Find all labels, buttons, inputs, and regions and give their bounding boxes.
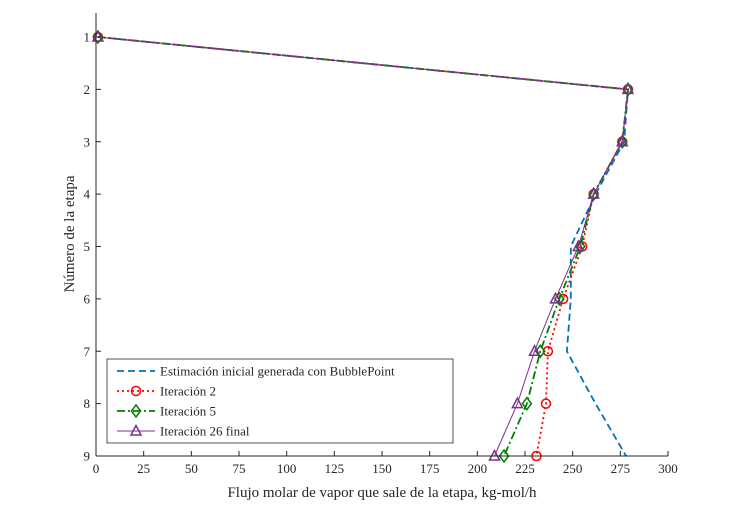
data-point bbox=[488, 448, 501, 461]
data-point bbox=[92, 29, 104, 45]
legend-label-3: Iteración 5 bbox=[160, 404, 216, 419]
y-tick-label: 1 bbox=[84, 30, 91, 45]
x-tick-label: 300 bbox=[658, 461, 678, 476]
series-line-4 bbox=[97, 36, 629, 457]
y-axis-label: Número de la etapa bbox=[62, 175, 78, 292]
data-point bbox=[621, 82, 635, 95]
data-point bbox=[615, 134, 629, 147]
axes-layer: 0 25 50 75 100 125 150 175 200 225 250 275 300 1 2 3 4 5 6… bbox=[84, 13, 678, 476]
x-tick-label: 125 bbox=[325, 461, 345, 476]
legend-box bbox=[106, 358, 454, 444]
data-point bbox=[549, 291, 562, 304]
legend-marker-2 bbox=[130, 385, 142, 397]
y-tick-label: 2 bbox=[84, 82, 91, 97]
x-tick-label: 75 bbox=[233, 461, 246, 476]
legend-marker-4 bbox=[129, 423, 143, 436]
data-point bbox=[588, 186, 600, 202]
data-point bbox=[91, 29, 105, 42]
y-tick-label: 9 bbox=[84, 449, 91, 464]
legend: Estimación inicial generada con BubblePo… bbox=[106, 358, 454, 444]
y-tick-label: 4 bbox=[84, 187, 91, 202]
series-layer bbox=[91, 29, 635, 464]
y-tick-label: 6 bbox=[84, 291, 91, 306]
x-tick-label: 50 bbox=[185, 461, 198, 476]
data-point bbox=[540, 398, 552, 409]
data-point bbox=[534, 344, 546, 359]
series-4 bbox=[91, 29, 635, 461]
x-tick-label: 25 bbox=[137, 461, 150, 476]
y-tick-label: 8 bbox=[84, 396, 91, 411]
x-tick-label: 100 bbox=[277, 461, 297, 476]
data-point bbox=[572, 239, 585, 252]
data-point bbox=[587, 187, 600, 199]
y-tick-label: 3 bbox=[84, 134, 91, 149]
x-tick-label: 200 bbox=[468, 461, 488, 476]
legend-marker-3 bbox=[130, 403, 142, 419]
x-axis-label: Flujo molar de vapor que sale de la etap… bbox=[227, 485, 537, 501]
x-tick-label: 0 bbox=[93, 461, 100, 476]
legend-label-4: Iteración 26 final bbox=[160, 424, 250, 439]
legend-label-2: Iteración 2 bbox=[160, 384, 216, 399]
data-point bbox=[622, 82, 634, 97]
data-point bbox=[616, 134, 628, 149]
data-point bbox=[511, 396, 524, 409]
data-point bbox=[498, 448, 510, 464]
y-tick-label: 7 bbox=[84, 344, 91, 359]
data-point bbox=[542, 346, 554, 357]
x-tick-label: 175 bbox=[420, 461, 440, 476]
data-point bbox=[521, 396, 533, 411]
legend-label-1: Estimación inicial generada con BubblePo… bbox=[160, 364, 395, 379]
x-tick-label: 250 bbox=[563, 461, 583, 476]
x-tick-label: 150 bbox=[372, 461, 392, 476]
data-point bbox=[528, 344, 541, 356]
x-tick-label: 225 bbox=[515, 461, 535, 476]
y-tick-label: 5 bbox=[84, 239, 91, 254]
x-tick-label: 275 bbox=[611, 461, 631, 476]
